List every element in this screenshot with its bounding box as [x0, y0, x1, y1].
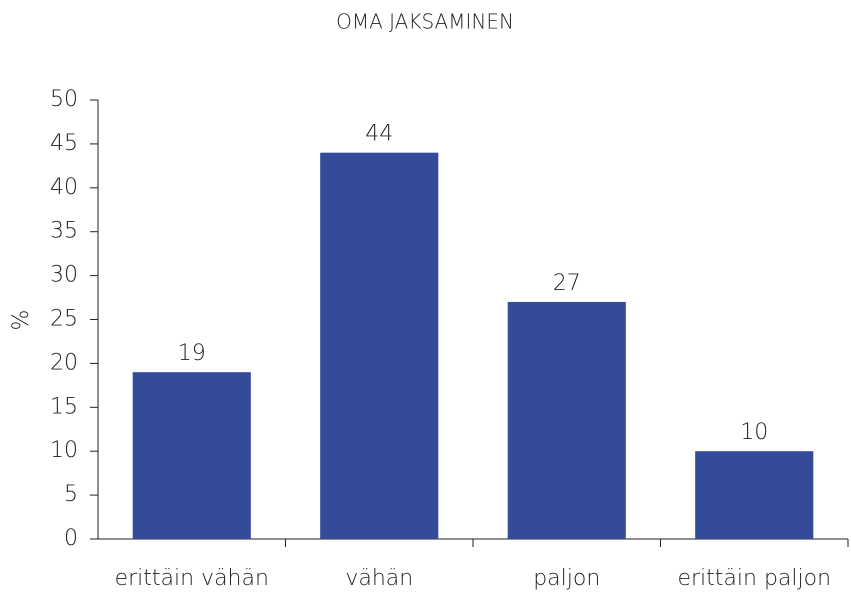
x-tick-label: erittäin paljon	[677, 566, 831, 591]
data-label: 10	[740, 420, 768, 445]
y-tick-label: 15	[50, 394, 78, 419]
y-tick-label: 35	[50, 219, 78, 244]
y-tick-label: 10	[50, 438, 78, 463]
x-tick-label: vähän	[345, 566, 413, 591]
x-tick-label: paljon	[533, 566, 600, 591]
y-tick-label: 20	[50, 350, 78, 375]
data-label: 27	[553, 271, 581, 296]
y-tick-label: 0	[64, 526, 78, 551]
chart-title: OMA JAKSAMINEN	[336, 10, 514, 34]
y-tick-label: 30	[50, 263, 78, 288]
y-tick-label: 50	[50, 87, 78, 112]
y-tick-label: 45	[50, 131, 78, 156]
bar	[507, 301, 626, 539]
y-tick-label: 25	[50, 307, 78, 332]
bar	[695, 451, 814, 539]
y-tick-label: 5	[64, 482, 78, 507]
x-tick-label: erittäin vähän	[115, 566, 269, 591]
data-label: 19	[178, 341, 206, 366]
bar	[320, 152, 439, 539]
data-label: 44	[365, 122, 393, 147]
y-tick-label: 40	[50, 175, 78, 200]
y-axis-label: %	[9, 310, 34, 331]
bar	[132, 372, 251, 539]
